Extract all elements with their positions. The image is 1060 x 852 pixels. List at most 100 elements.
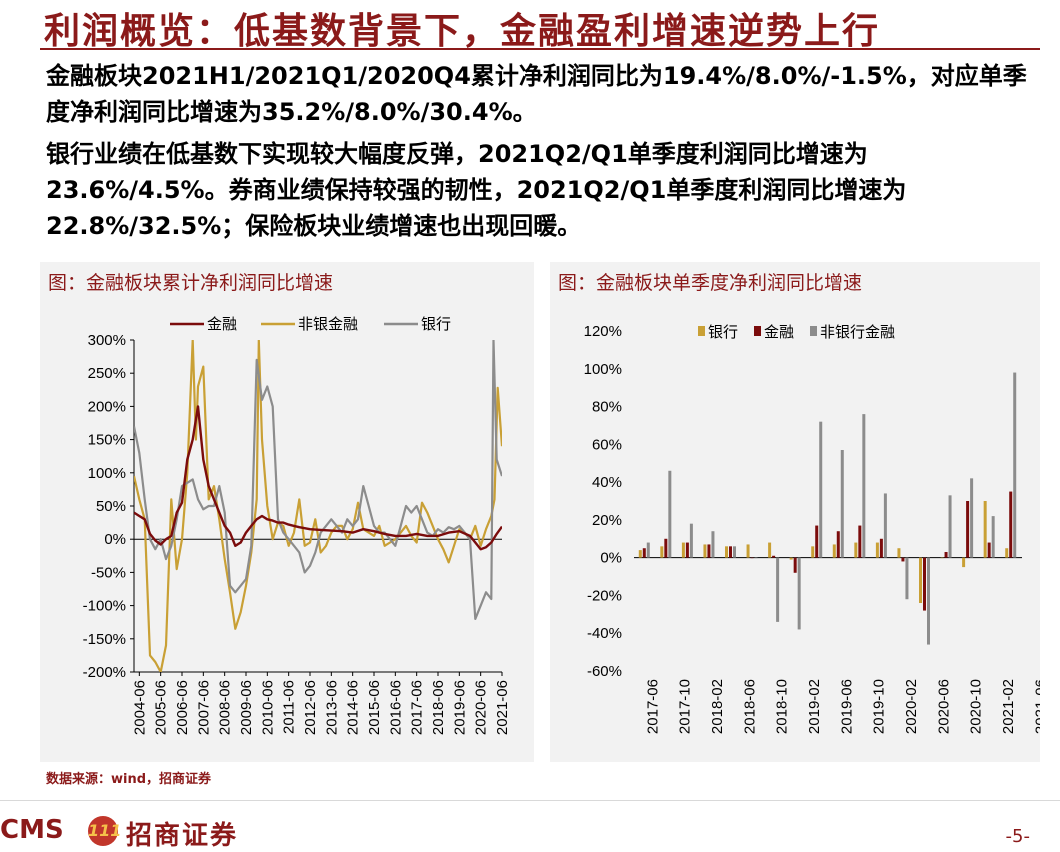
bar-nonbank: [854, 542, 858, 558]
bar-bank: [1013, 372, 1017, 558]
bar-bank: [862, 414, 866, 558]
legend-swatch-nonbank: [698, 326, 705, 336]
bar-nonbank: [962, 557, 966, 568]
bar-nonbank: [660, 546, 664, 558]
bar-nonbank: [703, 544, 707, 558]
bar-finance: [750, 557, 754, 559]
summary-paragraph-1: 金融板块2021H1/2021Q1/2020Q4累计净利润同比为19.4%/8.…: [46, 62, 1027, 126]
y-tick-label: 20%: [592, 512, 622, 529]
x-tick-label: 2018-10: [774, 679, 791, 734]
x-tick-label: 2021-06: [494, 680, 511, 735]
bar-nonbank: [897, 548, 901, 558]
bar-nonbank: [940, 557, 944, 559]
y-tick-label: -60%: [587, 663, 622, 680]
bar-nonbank: [746, 544, 750, 558]
x-tick-label: 2013-06: [323, 680, 340, 735]
y-tick-label: 250%: [88, 365, 126, 382]
plot-area: [134, 340, 502, 672]
x-tick-label: 2019-06: [451, 680, 468, 735]
x-tick-label: 2017-10: [677, 679, 694, 734]
bar-finance: [901, 557, 905, 562]
x-tick-label: 2011-06: [281, 680, 298, 734]
x-tick-label: 2010-06: [259, 680, 276, 735]
y-tick-label: 150%: [88, 432, 126, 449]
bar-nonbank: [919, 557, 922, 603]
bar-finance: [879, 538, 883, 558]
x-tick-label: 2019-06: [838, 679, 855, 734]
x-tick-label: 2018-02: [709, 679, 726, 734]
bar-bank: [927, 557, 930, 645]
y-tick-label: 60%: [592, 436, 622, 453]
bar-bank: [733, 546, 736, 558]
legend-label: 非银行金融: [820, 323, 895, 341]
bar-bank: [776, 557, 780, 622]
bar-nonbank: [875, 542, 879, 558]
bar-bank: [970, 478, 974, 558]
x-tick-label: 2009-06: [238, 680, 255, 735]
bar-bank: [883, 493, 887, 558]
x-tick-label: 2004-06: [131, 680, 148, 735]
legend-label: 金融: [764, 323, 794, 341]
bar-finance: [815, 525, 819, 558]
quarterly-profit-chart-panel: 图：金融板块单季度净利润同比增速 -60% -40% -20% 0% 20% 40% 60%…: [550, 262, 1040, 762]
legend-label: 银行: [421, 315, 451, 333]
y-tick-label: 120%: [584, 323, 622, 340]
bar-finance: [987, 542, 991, 558]
x-tick-label: 2021-06: [1032, 679, 1040, 734]
bar-bank: [646, 542, 650, 558]
bar-nonbank: [768, 542, 772, 558]
y-tick-label: -20%: [587, 587, 622, 604]
y-tick-label: -200%: [83, 664, 126, 681]
bar-nonbank: [638, 550, 642, 558]
bar-bank: [668, 470, 672, 558]
legend-label: 银行: [708, 323, 738, 341]
x-tick-label: 2020-10: [968, 679, 985, 734]
title-underline: [40, 48, 1040, 50]
bar-finance: [642, 548, 646, 558]
bar-bank: [840, 450, 844, 558]
x-tick-label: 2018-06: [430, 680, 447, 735]
bar-finance: [664, 538, 668, 558]
legend-label: 非银金融: [298, 315, 358, 333]
bar-finance: [685, 542, 689, 558]
chart-title: 图：金融板块单季度净利润同比增速: [558, 272, 863, 294]
page-number: -5-: [1005, 826, 1030, 847]
y-tick-label: 100%: [88, 465, 126, 482]
bar-finance: [1009, 491, 1013, 558]
bar-bank: [711, 531, 715, 558]
bar-bank: [991, 516, 995, 558]
x-tick-label: 2008-06: [217, 680, 234, 735]
cms-logo-badge-icon: 111: [88, 816, 121, 846]
bar-bank: [905, 557, 909, 600]
x-tick-label: 2017-06: [409, 680, 426, 735]
bar-finance: [707, 544, 711, 558]
company-name: 招商证券: [126, 821, 239, 851]
x-tick-label: 2015-06: [366, 680, 383, 735]
y-tick-label: 0%: [600, 550, 622, 567]
x-tick-label: 2005-06: [153, 680, 170, 735]
y-tick-label: -100%: [83, 598, 126, 615]
x-tick-label: 2017-06: [644, 679, 661, 734]
y-tick-label: 200%: [88, 398, 126, 415]
x-tick-label: 2019-02: [806, 679, 823, 734]
bar-finance: [858, 525, 862, 558]
x-tick-label: 2012-06: [302, 680, 319, 735]
bar-bank: [754, 557, 758, 559]
bar-bank: [797, 557, 801, 630]
series-line-finance: [134, 405, 502, 551]
bar-finance: [836, 531, 840, 558]
y-tick-label: 40%: [592, 474, 622, 491]
bar-nonbank: [1005, 548, 1009, 558]
x-tick-label: 2019-10: [871, 679, 888, 734]
bar-finance: [944, 552, 948, 558]
x-tick-label: 2006-06: [174, 680, 191, 735]
y-tick-label: 100%: [584, 361, 622, 378]
bar-bank: [819, 421, 823, 558]
y-tick-label: 50%: [96, 498, 126, 515]
bar-nonbank: [789, 557, 793, 560]
y-tick-label: 0%: [104, 531, 126, 548]
legend-label: 金融: [207, 315, 237, 333]
page-title: 利润概览：低基数背景下，金融盈利增速逆势上行: [44, 10, 881, 52]
bar-finance: [729, 546, 732, 558]
x-tick-label: 2020-06: [473, 680, 490, 735]
